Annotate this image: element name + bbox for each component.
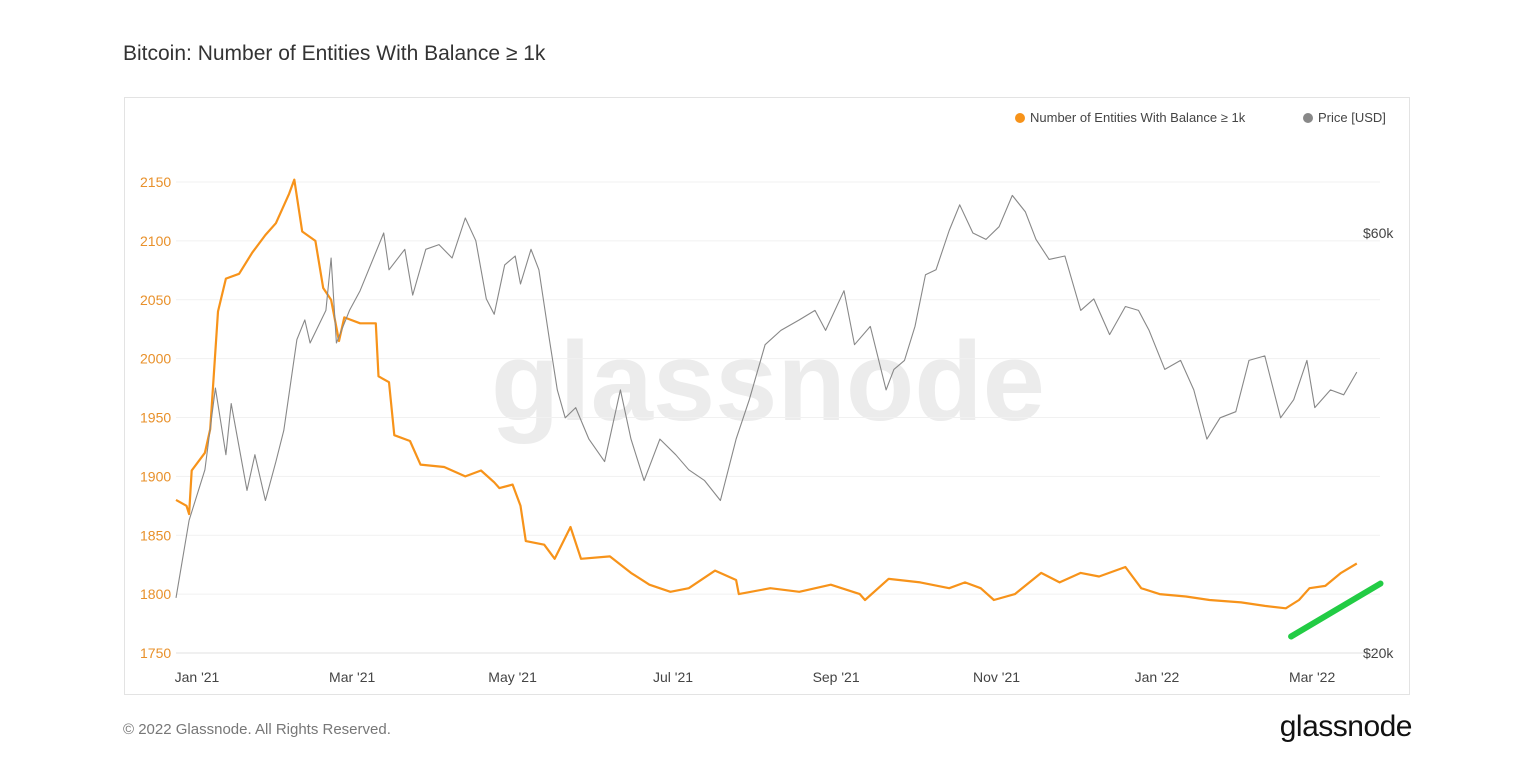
chart-frame	[124, 97, 1410, 695]
legend-label: Number of Entities With Balance ≥ 1k	[1030, 110, 1246, 125]
legend-dot-icon	[1303, 112, 1313, 123]
x-tick-label: Sep '21	[813, 669, 860, 685]
legend-item-entities[interactable]: Number of Entities With Balance ≥ 1k	[1015, 110, 1245, 125]
glassnode-logo: glassnode	[1279, 710, 1413, 743]
right-tick-label: $60k	[1363, 225, 1394, 241]
left-tick-label: 2150	[140, 174, 171, 190]
x-tick-label: May '21	[488, 669, 537, 685]
entities-line	[175, 178, 1358, 610]
left-tick-label: 1750	[140, 645, 171, 661]
legend-label: Price [USD]	[1318, 110, 1386, 125]
x-tick-label: Jul '21	[653, 669, 693, 685]
legend-dot-icon	[1015, 112, 1025, 123]
x-tick-label: Nov '21	[973, 669, 1020, 685]
left-tick-label: 1800	[140, 586, 171, 602]
chart-title: Bitcoin: Number of Entities With Balance…	[123, 42, 546, 65]
watermark: glassnode	[491, 319, 1045, 444]
right-tick-label: $20k	[1363, 645, 1394, 661]
x-tick-label: Mar '21	[329, 669, 375, 685]
left-tick-label: 2000	[140, 351, 171, 367]
x-tick-label: Mar '22	[1289, 669, 1335, 685]
legend-item-price[interactable]: Price [USD]	[1303, 110, 1386, 125]
left-tick-label: 1850	[140, 527, 171, 543]
x-tick-label: Jan '22	[1135, 669, 1180, 685]
copyright: © 2022 Glassnode. All Rights Reserved.	[123, 721, 391, 738]
x-tick-label: Jan '21	[175, 669, 220, 685]
left-tick-label: 2050	[140, 292, 171, 308]
left-tick-label: 1900	[140, 468, 171, 484]
trend-annotation-line	[1288, 580, 1384, 640]
left-tick-label: 1950	[140, 410, 171, 426]
left-tick-label: 2100	[140, 233, 171, 249]
price-line	[175, 194, 1358, 598]
